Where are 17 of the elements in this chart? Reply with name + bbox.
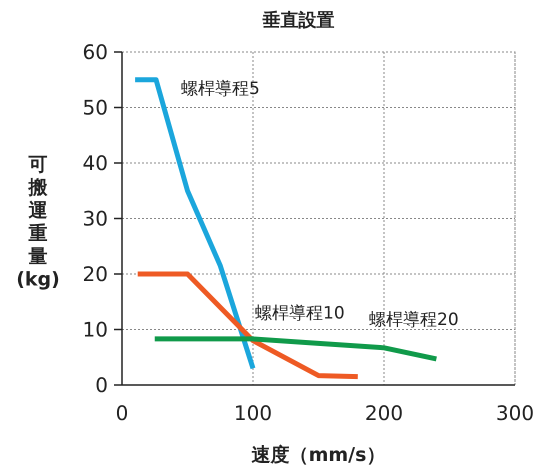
y-tick-label: 10 [82, 318, 108, 342]
y-axis-title: 可搬運重量(kg) [16, 154, 60, 290]
x-tick-label: 100 [234, 401, 272, 425]
y-tick-label: 30 [82, 206, 108, 230]
y-tick-label: 40 [82, 151, 108, 175]
y-tick-label: 60 [82, 40, 108, 64]
x-axis-title: 速度（mm/s） [252, 444, 386, 466]
y-tick-label: 20 [82, 262, 108, 286]
x-tick-label: 300 [496, 401, 534, 425]
series-label: 螺桿導程5 [181, 78, 260, 99]
y-tick-label: 0 [95, 373, 108, 397]
x-tick-label: 0 [116, 401, 128, 425]
x-tick-label: 200 [364, 401, 404, 425]
chart-title: 垂直設置 [262, 10, 334, 31]
series-label: 螺桿導程10 [255, 304, 345, 324]
series-label: 螺桿導程20 [369, 310, 459, 330]
y-tick-label: 50 [82, 96, 108, 120]
